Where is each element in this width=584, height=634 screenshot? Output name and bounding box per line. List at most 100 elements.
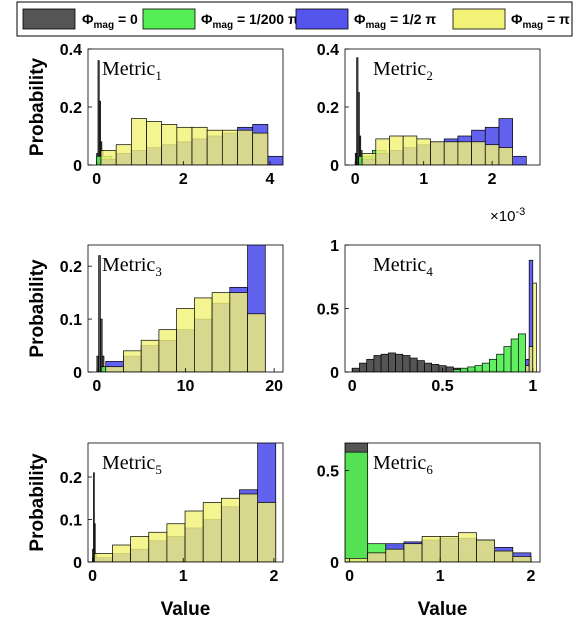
bar-gray-2 bbox=[359, 362, 368, 372]
y-tick-label: 0.1 bbox=[60, 312, 82, 329]
bar-yellow-7 bbox=[211, 292, 231, 372]
legend-entry-phi-0: Φmag = 0 bbox=[22, 8, 138, 31]
bar-green-6 bbox=[489, 358, 498, 372]
y-tick-label: 0.5 bbox=[317, 302, 339, 319]
bar-gray-3 bbox=[93, 523, 96, 562]
y-tick-label: 0 bbox=[73, 555, 82, 572]
y-tick-label: 0.4 bbox=[317, 42, 339, 59]
bar-yellow-4 bbox=[146, 121, 163, 165]
y-tick-label: 0.2 bbox=[60, 470, 82, 487]
legend-swatch-yellow bbox=[452, 8, 506, 30]
bar-green-10 bbox=[517, 333, 526, 372]
panel-5-axes-box bbox=[87, 442, 284, 563]
bar-gray-10 bbox=[416, 360, 425, 372]
bar-green-2 bbox=[460, 367, 469, 372]
bar-gray-11 bbox=[424, 362, 433, 372]
bar-yellow-1 bbox=[93, 553, 113, 562]
bar-yellow-1 bbox=[361, 153, 377, 165]
panel-2-exponent: ×10-3 bbox=[490, 206, 525, 225]
bar-yellow-9 bbox=[471, 141, 486, 165]
bar-gray-3 bbox=[366, 358, 375, 372]
panel-1-title: Metric1 bbox=[102, 58, 162, 83]
bar-yellow-7 bbox=[191, 126, 208, 165]
bar-yellow-1 bbox=[345, 557, 369, 562]
y-tick-label: 0.2 bbox=[60, 259, 82, 276]
bar-green-9 bbox=[510, 338, 519, 372]
bar-yellow-2 bbox=[528, 346, 534, 372]
legend-entry-phi-1-200: Φmag = 1/200 π bbox=[142, 8, 299, 31]
bar-yellow-9 bbox=[221, 129, 238, 165]
bar-yellow-3 bbox=[385, 548, 405, 562]
bar-yellow-4 bbox=[402, 135, 418, 165]
bar-gray-2 bbox=[93, 472, 95, 562]
panel-2-bars bbox=[354, 57, 527, 165]
x-tick-label: 2 bbox=[179, 171, 188, 188]
bar-green-4 bbox=[474, 365, 483, 372]
bar-yellow-9 bbox=[247, 313, 266, 372]
y-tick-label: 0 bbox=[330, 555, 339, 572]
bar-yellow-1 bbox=[105, 366, 124, 372]
bar-yellow-6 bbox=[439, 536, 459, 562]
bar-yellow-11 bbox=[252, 132, 269, 165]
bar-yellow-6 bbox=[430, 141, 445, 165]
panel-6-title: Metric6 bbox=[373, 452, 433, 477]
bar-yellow-3 bbox=[389, 135, 404, 165]
y-tick-label: 0 bbox=[330, 365, 339, 382]
y-tick-label: 0.2 bbox=[317, 100, 339, 117]
bar-gray-5 bbox=[380, 353, 389, 372]
bar-yellow-3 bbox=[130, 536, 150, 562]
bar-yellow-8 bbox=[229, 292, 248, 372]
panel-6-axes-box bbox=[344, 442, 541, 563]
panel-5-ylabel: Probability bbox=[27, 453, 48, 552]
legend-label-phi-1-2: Φmag = 1/2 π bbox=[354, 11, 436, 31]
panel-1-bars bbox=[96, 60, 283, 165]
x-tick-label: 1 bbox=[179, 568, 188, 585]
panel-5-xlabel: Value bbox=[161, 599, 211, 620]
panel-6-xlabel: Value bbox=[418, 599, 468, 620]
panel-3-title: Metric3 bbox=[102, 254, 162, 279]
bar-yellow-6 bbox=[176, 126, 193, 165]
x-tick-label: 1 bbox=[528, 378, 537, 395]
panel-1: 0 2 4 0 0.2 0.4 Metric1 Probability bbox=[27, 42, 284, 188]
bar-gray-3 bbox=[100, 318, 103, 372]
panel-1-ylabel: Probability bbox=[27, 57, 48, 156]
bar-yellow-5 bbox=[166, 523, 186, 562]
panel-6-bars bbox=[345, 443, 532, 562]
x-tick-label: 2 bbox=[526, 568, 535, 585]
x-tick-label: 4 bbox=[266, 171, 275, 188]
bar-gray-14 bbox=[445, 366, 454, 372]
x-tick-label: 0 bbox=[348, 378, 357, 395]
y-tick-label: 0.5 bbox=[317, 463, 339, 480]
bar-yellow-5 bbox=[176, 308, 195, 372]
y-tick-label: 0 bbox=[73, 365, 82, 382]
bar-yellow-7 bbox=[458, 532, 477, 562]
x-tick-label: 0 bbox=[92, 171, 101, 188]
bar-yellow-10 bbox=[237, 129, 254, 165]
bar-yellow-10 bbox=[257, 502, 277, 562]
bar-yellow-4 bbox=[158, 329, 177, 372]
panel-2: 0 1 2 0 0.2 0.4 Metric2 ×10-3 bbox=[317, 42, 541, 225]
x-tick-label: 10 bbox=[177, 378, 195, 395]
x-tick-label: 1 bbox=[436, 568, 445, 585]
bar-green-8 bbox=[503, 346, 512, 372]
x-tick-label: 0.5 bbox=[431, 378, 453, 395]
x-tick-label: 2 bbox=[269, 568, 278, 585]
bar-yellow-4 bbox=[403, 543, 423, 562]
bar-yellow-7 bbox=[443, 141, 459, 165]
bar-gray-4 bbox=[101, 355, 105, 372]
bar-yellow-8 bbox=[206, 129, 223, 165]
bar-yellow-3 bbox=[130, 118, 147, 165]
panel-4-bars bbox=[351, 259, 537, 372]
bar-yellow-9 bbox=[494, 550, 514, 562]
bar-yellow-7 bbox=[202, 502, 222, 562]
panel-5-title: Metric5 bbox=[102, 452, 162, 477]
legend-swatch-green bbox=[142, 8, 196, 30]
y-tick-label: 0 bbox=[73, 158, 82, 175]
x-tick-label: 2 bbox=[488, 171, 497, 188]
bar-yellow-1 bbox=[100, 150, 117, 165]
bar-blue-12 bbox=[512, 155, 527, 165]
legend-swatch-blue bbox=[295, 8, 349, 30]
legend-label-phi-1-200: Φmag = 1/200 π bbox=[201, 11, 299, 31]
